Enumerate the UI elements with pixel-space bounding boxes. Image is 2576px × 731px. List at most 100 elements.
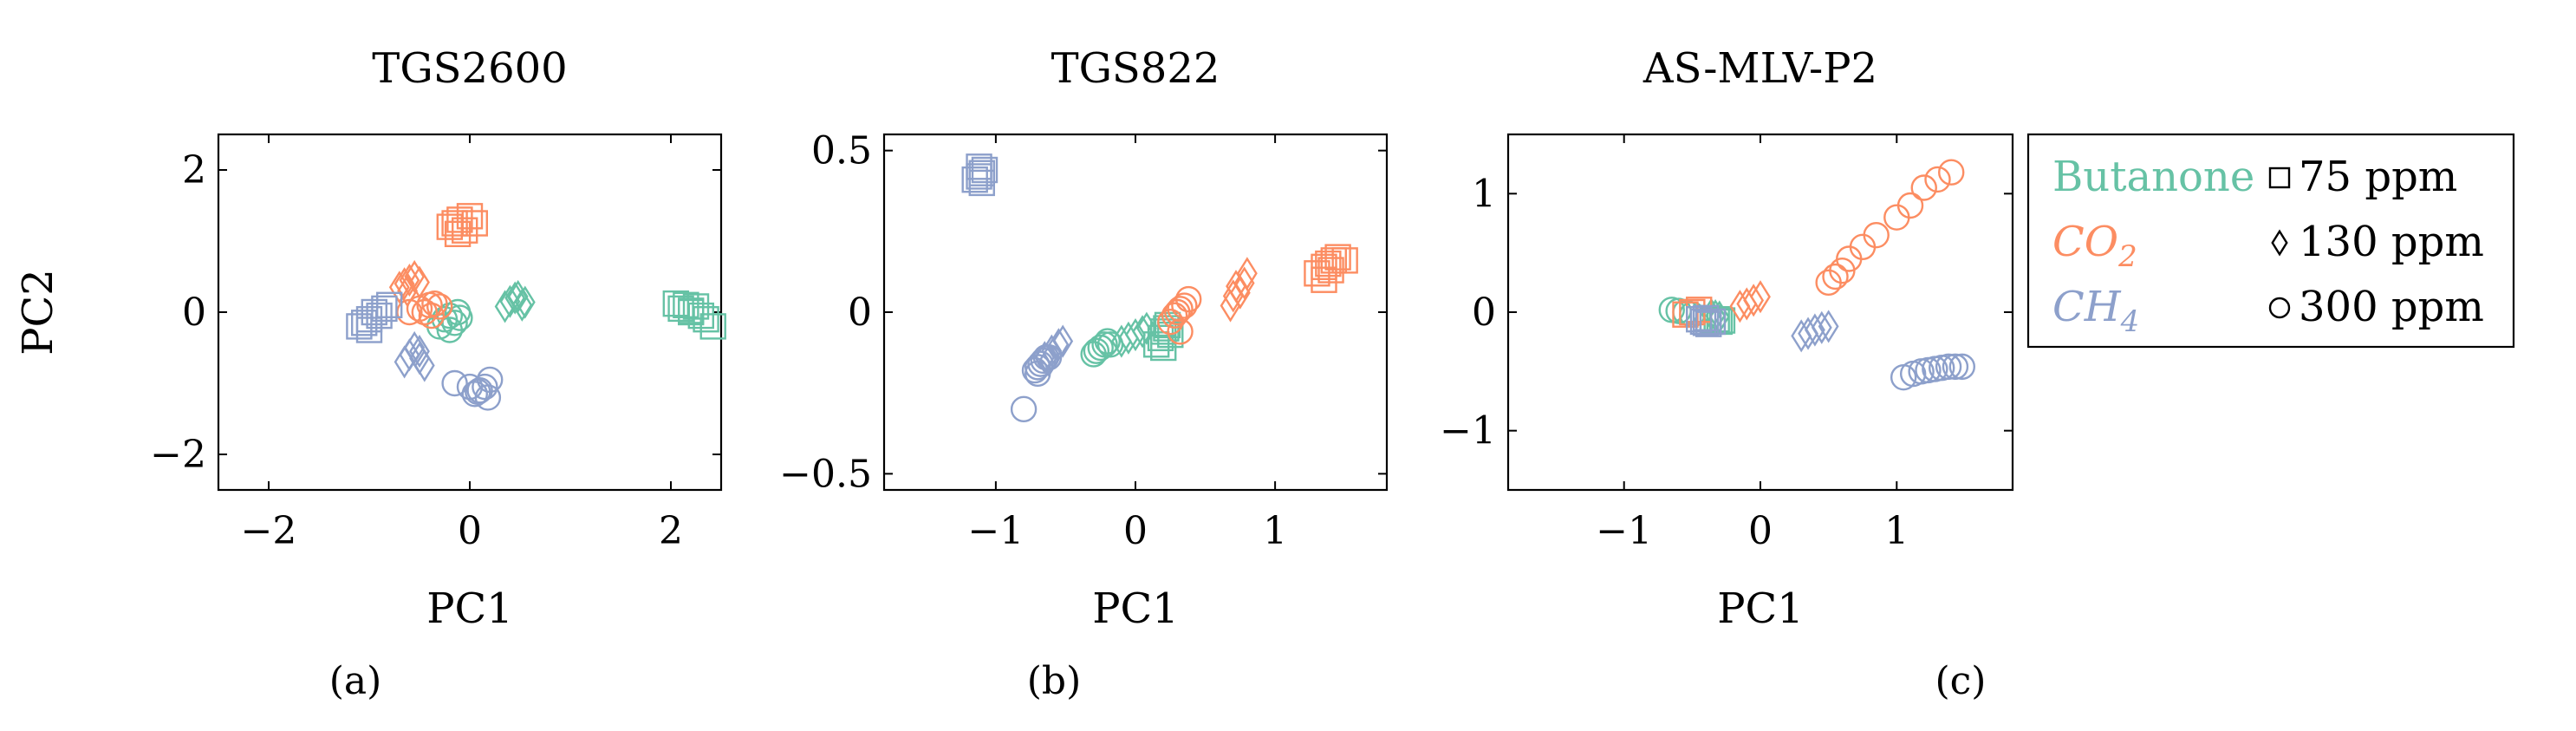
point-ch4-circle <box>1942 353 1969 381</box>
point-ch4-square <box>366 302 393 330</box>
point-co2-circle <box>1167 318 1194 345</box>
point-ch4-diamond <box>404 330 426 365</box>
point-co2-diamond <box>394 267 415 301</box>
y-tick-label: 0 <box>182 290 206 335</box>
point-co2-diamond <box>388 271 410 304</box>
y-tick-label: −2 <box>150 433 206 477</box>
point-co2-square <box>461 210 488 237</box>
point-ch4-square <box>1686 306 1713 333</box>
y-tick-label: −0.5 <box>779 452 872 496</box>
legend-marker-circle <box>2268 297 2291 319</box>
chart-panel-3: −1 0 1 −1 0 1 AS-MLV-P2 PC1 (c) <box>1440 44 2014 703</box>
point-co2-square <box>1331 247 1358 274</box>
panels: −2 0 2 −2 0 2 TGS2600 PC1 PC2 (a) −1 0 1 −0.5 0 0.5 TGS8… <box>14 44 2014 703</box>
point-co2-circle <box>1910 174 1937 201</box>
x-tick-label: 0 <box>458 509 482 553</box>
point-butanone-diamond <box>1132 315 1153 349</box>
point-co2-circle <box>1822 263 1849 290</box>
point-ch4-circle <box>1027 350 1054 377</box>
point-ch4-circle <box>466 377 493 404</box>
point-butanone-square <box>699 313 726 340</box>
point-co2-diamond <box>404 259 426 294</box>
point-co2-circle <box>418 302 446 330</box>
point-ch4-diamond <box>413 349 435 382</box>
data-points <box>346 203 726 411</box>
panel-caption: (b) <box>1027 659 1082 703</box>
point-co2-circle <box>1161 302 1188 329</box>
axes-frame <box>882 133 1389 492</box>
point-ch4-diamond <box>409 335 430 369</box>
legend: Butanone CO2 CH4 75 ppm 130 ppm 300 ppm <box>2026 133 2515 349</box>
point-ch4-square <box>355 317 383 343</box>
point-ch4-square <box>1692 304 1720 332</box>
point-ch4-circle <box>472 373 498 401</box>
y-tick-label: 2 <box>182 148 206 193</box>
panel-caption: (a) <box>329 659 382 703</box>
legend-gas-co2: CO2 <box>2052 218 2137 274</box>
legend-gas-label: Butanone <box>2052 153 2254 201</box>
point-co2-square <box>1324 244 1351 271</box>
point-butanone-circle <box>1096 331 1124 358</box>
legend-gas-butanone: Butanone <box>2052 153 2254 201</box>
y-tick-label: 0 <box>848 290 872 335</box>
chart-title: TGS2600 <box>372 44 567 93</box>
point-ch4-square <box>968 169 995 197</box>
chart-title: TGS822 <box>1051 44 1220 93</box>
panel-caption: (c) <box>1935 659 1987 703</box>
x-axis-label: PC1 <box>1092 584 1179 633</box>
point-co2-square <box>452 217 478 244</box>
legend-marker-diamond <box>2271 229 2288 257</box>
point-ch4-circle <box>1899 360 1927 388</box>
legend-concentration-label: 130 ppm <box>2299 218 2484 266</box>
legend-gas-label: CO <box>2052 218 2118 266</box>
point-co2-square <box>1315 250 1342 277</box>
y-axis-label: PC2 <box>14 269 62 356</box>
point-ch4-square <box>361 298 387 326</box>
point-co2-square <box>1672 301 1699 328</box>
chart-panel-2: −1 0 1 −0.5 0 0.5 TGS822 PC1(b) <box>779 44 1389 703</box>
x-tick-label: 1 <box>1263 509 1287 553</box>
point-ch4-diamond <box>1818 310 1839 343</box>
point-ch4-square <box>351 310 378 336</box>
point-co2-diamond <box>1233 266 1255 300</box>
x-tick-label: 2 <box>659 509 683 553</box>
y-tick-label: 0.5 <box>811 129 872 173</box>
x-tick-label: −1 <box>1596 509 1652 553</box>
point-ch4-circle <box>1025 360 1051 388</box>
legend-marker-square <box>2268 166 2291 189</box>
point-co2-circle <box>1924 166 1951 193</box>
point-ch4-square <box>371 295 398 323</box>
x-tick-label: 1 <box>1884 509 1909 553</box>
point-butanone-square <box>1150 334 1177 362</box>
data-points <box>961 153 1358 423</box>
point-co2-diamond <box>1236 257 1258 290</box>
point-co2-circle <box>1175 285 1202 313</box>
point-co2-circle <box>1896 192 1924 219</box>
point-co2-circle <box>1938 159 1965 186</box>
point-co2-square <box>441 210 468 237</box>
legend-concentration-label: 300 ppm <box>2299 283 2484 331</box>
x-axis-label: PC1 <box>1717 584 1804 633</box>
point-ch4-circle <box>1935 353 1962 381</box>
point-co2-circle <box>426 293 453 320</box>
point-ch4-square <box>1695 310 1722 337</box>
point-butanone-circle <box>1091 331 1118 358</box>
point-ch4-circle <box>465 378 491 406</box>
y-tick-label: 1 <box>1472 172 1496 216</box>
point-ch4-circle <box>1030 347 1057 375</box>
point-butanone-diamond <box>1135 311 1157 345</box>
legend-gas-label: CH <box>2052 283 2122 331</box>
y-tick-label: −1 <box>1440 409 1496 454</box>
point-butanone-circle <box>1087 334 1114 362</box>
x-axis-label: PC1 <box>426 584 513 633</box>
point-ch4-square <box>376 291 403 318</box>
point-ch4-circle <box>1010 395 1038 423</box>
point-co2-square <box>444 220 472 248</box>
point-ch4-circle <box>1948 353 1976 381</box>
point-butanone-square <box>693 306 719 333</box>
x-tick-label: 0 <box>1123 509 1148 553</box>
point-ch4-diamond <box>1811 310 1832 344</box>
point-co2-diamond <box>1750 280 1771 314</box>
point-co2-circle <box>421 290 448 317</box>
